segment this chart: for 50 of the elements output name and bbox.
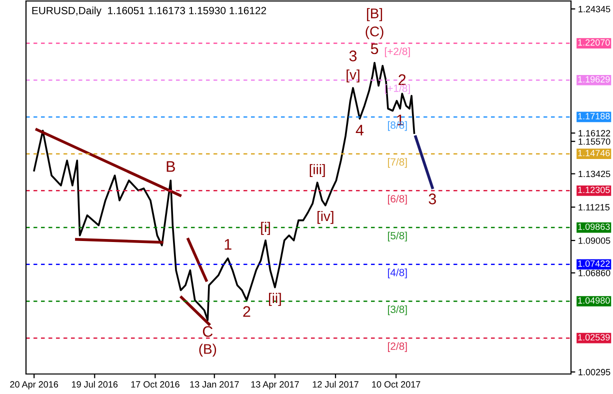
- annotation: [6/8]: [388, 194, 407, 205]
- x-tick-label: 12 Jul 2017: [312, 380, 358, 388]
- annotation: 3: [349, 50, 357, 62]
- annotation: [5/8]: [388, 232, 407, 242]
- annotation: [i]: [261, 222, 270, 235]
- y-tick-label: 1.06860: [578, 270, 610, 276]
- x-tick-label: 17 Oct 2016: [131, 381, 180, 388]
- y-tick-label: 1.00295: [578, 368, 610, 376]
- annotation: [iii]: [310, 164, 325, 178]
- annotation: 1: [224, 239, 232, 250]
- annotation: [iv]: [318, 210, 334, 224]
- ref-line-label: 1.07422: [578, 260, 610, 267]
- annotation: (C): [366, 26, 384, 40]
- ref-line-label: 1.17188: [578, 112, 610, 120]
- annotation: [v]: [346, 69, 360, 82]
- annotation: 2: [398, 74, 406, 85]
- ref-line-label: 1.12305: [578, 186, 610, 194]
- y-tick-label: 1.13425: [578, 170, 610, 178]
- annotation: C: [202, 326, 213, 337]
- annotation: [B]: [367, 8, 382, 22]
- ref-line-label: 1.19629: [578, 76, 610, 83]
- y-tick-label: 1.24345: [578, 6, 610, 12]
- y-tick-label: 1.11215: [578, 204, 610, 210]
- ref-line-label: 1.22070: [578, 39, 610, 46]
- x-tick-label: 19 Jul 2016: [72, 380, 118, 388]
- annotation: 2: [243, 306, 250, 317]
- annotation: [7/8]: [388, 158, 407, 168]
- y-tick-label: 1.15570: [578, 138, 610, 145]
- annotation: [ii]: [268, 292, 281, 306]
- annotation: B: [166, 161, 175, 172]
- y-tick-label: 1.16122: [578, 130, 610, 136]
- x-tick-label: 10 Oct 2017: [372, 381, 420, 388]
- x-tick-label: 13 Apr 2017: [251, 381, 299, 390]
- ref-line-label: 1.02539: [578, 334, 610, 341]
- annotation: 3: [428, 194, 436, 204]
- annotation: (B): [199, 344, 216, 357]
- annotation: [4/8]: [388, 268, 407, 278]
- annotation: 4: [356, 124, 364, 136]
- annotation: [2/8]: [388, 342, 407, 352]
- annotation: [3/8]: [388, 305, 407, 316]
- text: EURUSD,Daily 1.16051 1.16173 1.15930 1.16122: [32, 6, 266, 16]
- y-tick-label: 1.09005: [578, 237, 610, 244]
- ref-line-label: 1.14746: [578, 150, 610, 156]
- annotation: 5: [370, 44, 378, 54]
- ref-line-label: 1.04980: [578, 297, 610, 304]
- x-tick-label: 13 Jan 2017: [190, 381, 239, 388]
- x-tick-label: 20 Apr 2016: [10, 381, 58, 390]
- line-series: [33, 62, 416, 322]
- ref-line-label: 1.09863: [578, 224, 610, 230]
- annotation: [+2/8]: [384, 47, 410, 58]
